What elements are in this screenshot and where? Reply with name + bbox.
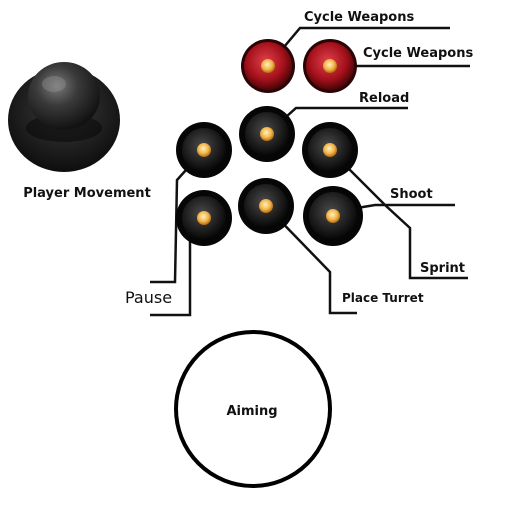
player-movement-label: Player Movement <box>23 186 151 201</box>
joystick-icon <box>8 62 120 172</box>
aiming-label: Aiming <box>226 404 277 419</box>
place-turret-line <box>265 205 357 315</box>
place-turret-label: Place Turret <box>342 291 424 305</box>
arcade-button-icon <box>238 178 294 234</box>
cycle-weapons-label-1: Cycle Weapons <box>304 10 414 25</box>
cycle-weapons-label-2: Cycle Weapons <box>363 46 473 61</box>
reload-label: Reload <box>359 91 409 106</box>
arcade-button-icon <box>303 186 363 246</box>
arcade-button-icon <box>176 122 232 178</box>
arcade-button-icon <box>239 106 295 162</box>
arcade-button-icon <box>302 122 358 178</box>
arcade-button-icon <box>176 190 232 246</box>
sprint-label: Sprint <box>420 261 465 276</box>
arcade-button-icon <box>241 39 295 93</box>
shoot-label: Shoot <box>390 187 433 202</box>
arcade-button-icon <box>303 39 357 93</box>
aiming-area <box>174 330 332 488</box>
pause-label: Pause <box>125 288 172 307</box>
sprint-line <box>329 149 468 280</box>
